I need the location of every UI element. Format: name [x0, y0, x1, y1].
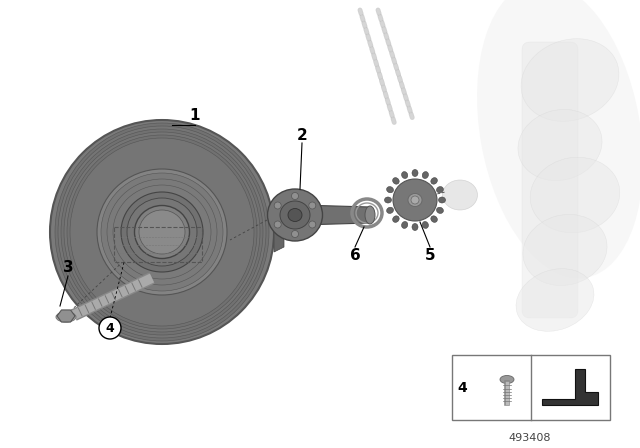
Ellipse shape — [422, 221, 428, 228]
Circle shape — [411, 196, 419, 204]
Text: 2: 2 — [296, 128, 307, 142]
Ellipse shape — [50, 120, 274, 344]
Ellipse shape — [477, 0, 640, 278]
Ellipse shape — [277, 209, 297, 227]
Ellipse shape — [67, 135, 257, 329]
Ellipse shape — [412, 224, 418, 231]
Ellipse shape — [70, 138, 254, 326]
Ellipse shape — [268, 189, 323, 241]
Ellipse shape — [431, 216, 437, 222]
Ellipse shape — [139, 210, 185, 254]
Ellipse shape — [64, 132, 260, 332]
Ellipse shape — [516, 269, 594, 332]
Ellipse shape — [101, 173, 223, 291]
Ellipse shape — [61, 129, 263, 335]
Ellipse shape — [387, 207, 394, 213]
Ellipse shape — [113, 185, 211, 279]
Ellipse shape — [393, 178, 399, 184]
Ellipse shape — [436, 186, 444, 193]
Polygon shape — [57, 310, 75, 322]
Ellipse shape — [412, 169, 418, 177]
Ellipse shape — [408, 194, 422, 207]
Circle shape — [274, 202, 281, 209]
Ellipse shape — [518, 109, 602, 181]
Ellipse shape — [422, 172, 428, 178]
Ellipse shape — [97, 169, 227, 295]
Ellipse shape — [393, 216, 399, 222]
Ellipse shape — [55, 123, 269, 341]
Circle shape — [309, 221, 316, 228]
Text: 5: 5 — [425, 247, 435, 263]
Circle shape — [291, 193, 298, 199]
Ellipse shape — [431, 178, 437, 184]
Circle shape — [274, 221, 281, 228]
FancyBboxPatch shape — [522, 42, 578, 318]
Text: 4: 4 — [457, 380, 467, 395]
Text: 6: 6 — [349, 247, 360, 263]
Bar — [452, 355, 610, 420]
Circle shape — [99, 317, 121, 339]
Polygon shape — [542, 370, 598, 405]
Circle shape — [291, 231, 298, 237]
Ellipse shape — [401, 221, 408, 228]
Circle shape — [309, 202, 316, 209]
Ellipse shape — [523, 215, 607, 285]
Ellipse shape — [107, 179, 217, 285]
Ellipse shape — [385, 197, 392, 203]
Polygon shape — [300, 205, 370, 225]
Polygon shape — [274, 212, 284, 252]
Bar — [114, 228, 202, 263]
Ellipse shape — [365, 206, 375, 224]
Ellipse shape — [387, 186, 394, 193]
Text: 1: 1 — [189, 108, 200, 122]
Ellipse shape — [58, 126, 266, 338]
Ellipse shape — [121, 192, 203, 272]
Text: 3: 3 — [63, 260, 74, 276]
Ellipse shape — [438, 197, 445, 203]
Text: 493408: 493408 — [509, 433, 551, 443]
Ellipse shape — [500, 375, 514, 383]
Ellipse shape — [56, 312, 76, 322]
Text: 4: 4 — [106, 322, 115, 335]
Ellipse shape — [288, 208, 302, 221]
Ellipse shape — [442, 180, 477, 210]
Ellipse shape — [530, 157, 620, 233]
Ellipse shape — [127, 198, 197, 266]
Ellipse shape — [393, 179, 437, 221]
Ellipse shape — [134, 206, 189, 258]
Ellipse shape — [436, 207, 444, 213]
Ellipse shape — [521, 39, 619, 121]
Ellipse shape — [401, 172, 408, 178]
Ellipse shape — [280, 201, 310, 229]
